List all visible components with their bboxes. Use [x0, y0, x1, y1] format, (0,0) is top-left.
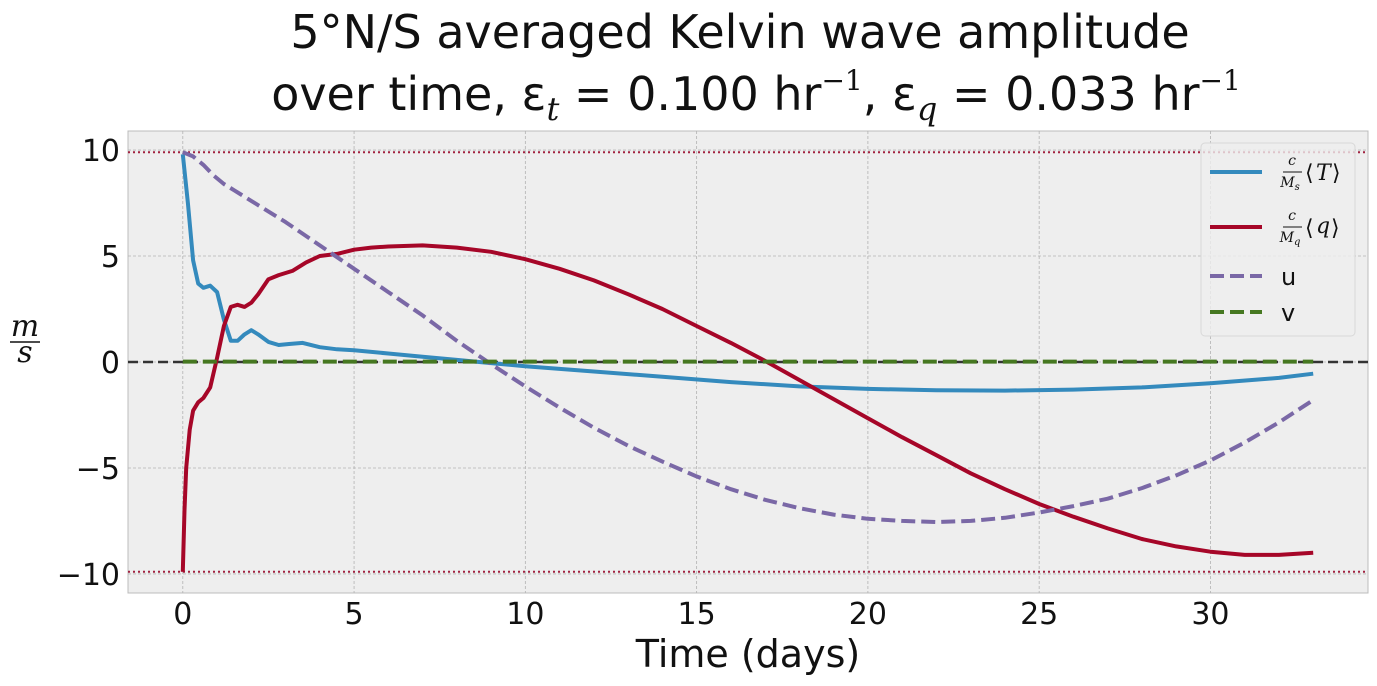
x-tick-labels: 0 5 10 15 20 25 30: [173, 597, 1229, 632]
legend-angle-close-T: ⟩: [1332, 161, 1341, 186]
legend-frac-num-q: c: [1288, 208, 1296, 224]
chart-title-line-1: 5°N/S averaged Kelvin wave amplitude: [290, 5, 1189, 59]
legend-item-T: c Ms ⟨ T ⟩: [1210, 153, 1341, 193]
y-tick-label: −10: [57, 558, 120, 593]
y-tick-label: 10: [82, 134, 120, 169]
legend-item-q: c Mq ⟨ q ⟩: [1210, 208, 1340, 248]
series-layer: [180, 150, 1315, 572]
legend-frac-den-T: Ms: [1279, 175, 1299, 193]
legend-angle-open-T: ⟨: [1305, 161, 1314, 186]
x-tick-label: 30: [1191, 597, 1229, 632]
legend: c Ms ⟨ T ⟩ c Mq ⟨ q ⟩ u v: [1200, 142, 1356, 337]
x-tick-label: 15: [678, 597, 716, 632]
y-axis-label: m s: [10, 309, 40, 370]
y-axis-label-numerator: m: [11, 309, 39, 344]
y-tick-label: −5: [76, 452, 120, 487]
y-axis-label-denominator: s: [17, 335, 32, 370]
legend-item-v: v: [1210, 299, 1295, 327]
legend-label-u: u: [1281, 263, 1296, 291]
y-tick-label: 5: [101, 240, 120, 275]
y-tick-labels: 10 5 0 −5 −10: [57, 134, 120, 593]
legend-bracket-var-q: q: [1316, 214, 1330, 239]
legend-frac-num-T: c: [1288, 153, 1296, 169]
x-axis-label: Time (days): [635, 632, 860, 676]
legend-angle-close-q: ⟩: [1331, 216, 1340, 241]
x-tick-label: 0: [173, 597, 192, 632]
legend-angle-open-q: ⟨: [1305, 216, 1314, 241]
legend-item-u: u: [1210, 263, 1296, 291]
legend-box: [1200, 142, 1356, 337]
chart-title-line-2: over time, εt = 0.100 hr−1, εq = 0.033 h…: [271, 64, 1241, 128]
x-tick-label: 25: [1020, 597, 1058, 632]
chart-title: 5°N/S averaged Kelvin wave amplitude ove…: [271, 5, 1241, 128]
x-tick-label: 5: [345, 597, 364, 632]
x-tick-label: 20: [849, 597, 887, 632]
y-tick-label: 0: [101, 346, 120, 381]
legend-bracket-var-T: T: [1316, 161, 1333, 186]
legend-label-v: v: [1281, 299, 1295, 327]
series-line-T: [180, 154, 1314, 393]
series-line-u: [182, 150, 1315, 524]
x-tick-label: 10: [506, 597, 544, 632]
series-line-q: [180, 243, 1314, 572]
legend-frac-den-q: Mq: [1279, 230, 1301, 248]
